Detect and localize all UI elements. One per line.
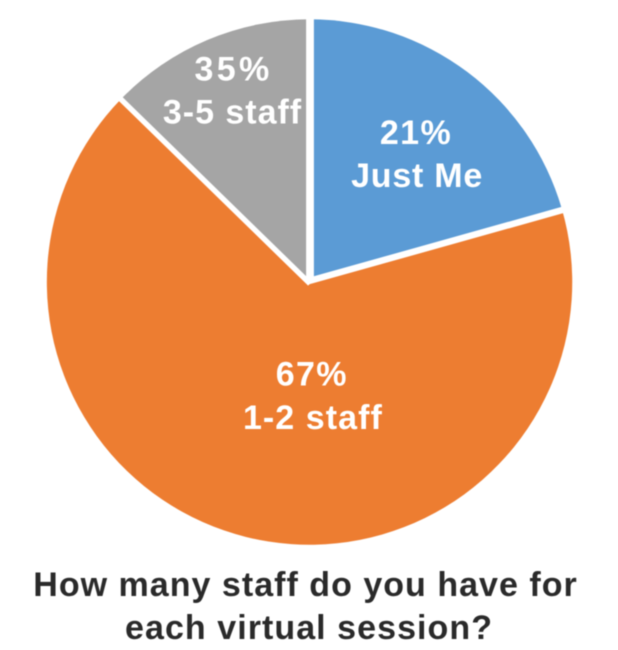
svg-text:21%: 21% bbox=[380, 114, 451, 152]
svg-text:each virtual session?: each virtual session? bbox=[125, 609, 492, 647]
svg-text:35%: 35% bbox=[195, 51, 270, 89]
svg-text:1-2 staff: 1-2 staff bbox=[243, 399, 383, 437]
svg-text:How many staff do you have for: How many staff do you have for bbox=[33, 566, 577, 604]
svg-text:67%: 67% bbox=[276, 356, 347, 394]
svg-text:3-5 staff: 3-5 staff bbox=[163, 93, 302, 131]
svg-text:Just Me: Just Me bbox=[351, 157, 482, 195]
